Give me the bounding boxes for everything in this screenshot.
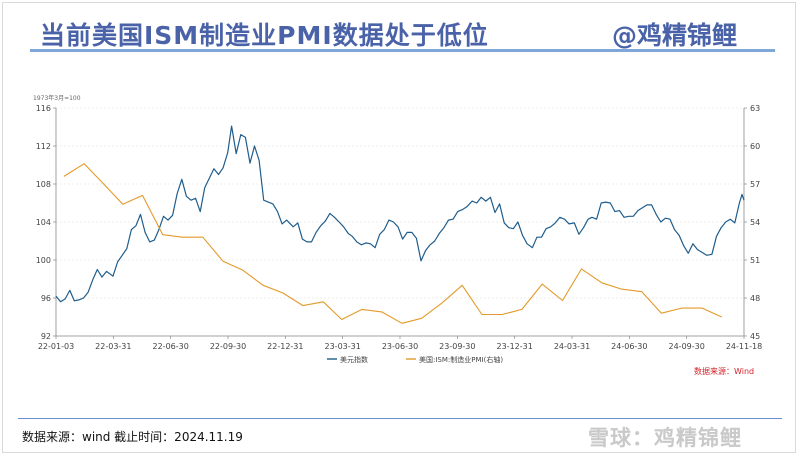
x-tick-label-5: 23-03-31 <box>325 342 361 351</box>
right-tick-label-60: 60 <box>750 142 760 151</box>
right-tick-label-63: 63 <box>750 104 760 113</box>
right-tick-label-48: 48 <box>750 294 760 303</box>
x-tick-label-9: 24-03-31 <box>554 342 590 351</box>
page-title: 当前美国ISM制造业PMI数据处于低位 <box>40 21 489 50</box>
x-tick-label-6: 23-06-30 <box>382 342 418 351</box>
left-tick-label-108: 108 <box>36 180 51 189</box>
image-frame <box>2 2 796 453</box>
left-tick-label-96: 96 <box>41 294 51 303</box>
author-tag: @鸡精锦鲤 <box>612 21 738 50</box>
right-tick-label-45: 45 <box>750 332 760 341</box>
footer-divider <box>18 418 782 419</box>
legend-label-0: 美元指数 <box>340 355 368 364</box>
left-tick-label-112: 112 <box>36 142 51 151</box>
x-tick-label-4: 22-12-31 <box>267 342 303 351</box>
footer-text: 数据来源：wind 截止时间：2024.11.19 <box>22 430 243 444</box>
chart-series <box>55 125 745 324</box>
series-line-1 <box>63 163 722 324</box>
right-axis-ticks: 45 48 51 54 57 60 63 <box>744 104 760 341</box>
x-tick-label-3: 22-09-30 <box>210 342 246 351</box>
x-tick-label-2: 22-06-30 <box>153 342 189 351</box>
chart-legend: 美元指数 美国:ISM:制造业PMI(右轴) <box>327 355 503 364</box>
left-axis-ticks: 92 96 100 104 108 112 116 <box>36 104 56 341</box>
x-axis-ticks: 22-01-03 22-03-31 22-06-30 22-09-30 22-12-31… <box>38 336 762 351</box>
left-tick-label-92: 92 <box>41 332 51 341</box>
x-tick-label-8: 23-12-31 <box>497 342 533 351</box>
x-tick-label-1: 22-03-31 <box>95 342 131 351</box>
watermark: 雪球：鸡精锦鲤 <box>588 426 742 450</box>
x-tick-label-0: 22-01-03 <box>38 342 74 351</box>
x-tick-label-10: 24-06-30 <box>611 342 647 351</box>
chart-source-note: 数据来源：Wind <box>694 367 755 376</box>
x-tick-label-7: 23-09-30 <box>439 342 475 351</box>
left-tick-label-116: 116 <box>36 104 51 113</box>
chart-grid <box>56 107 744 337</box>
right-tick-label-51: 51 <box>750 256 760 265</box>
x-tick-label-12: 24-11-18 <box>726 342 762 351</box>
left-tick-label-100: 100 <box>36 256 51 265</box>
legend-label-1: 美国:ISM:制造业PMI(右轴) <box>419 355 503 364</box>
left-tick-label-104: 104 <box>36 218 51 227</box>
title-underline <box>30 49 775 52</box>
right-tick-label-57: 57 <box>750 180 760 189</box>
right-tick-label-54: 54 <box>750 218 760 227</box>
left-axis-unit-label: 1973年3月=100 <box>33 95 81 102</box>
x-tick-label-11: 24-09-30 <box>669 342 705 351</box>
series-line-0 <box>55 125 745 303</box>
